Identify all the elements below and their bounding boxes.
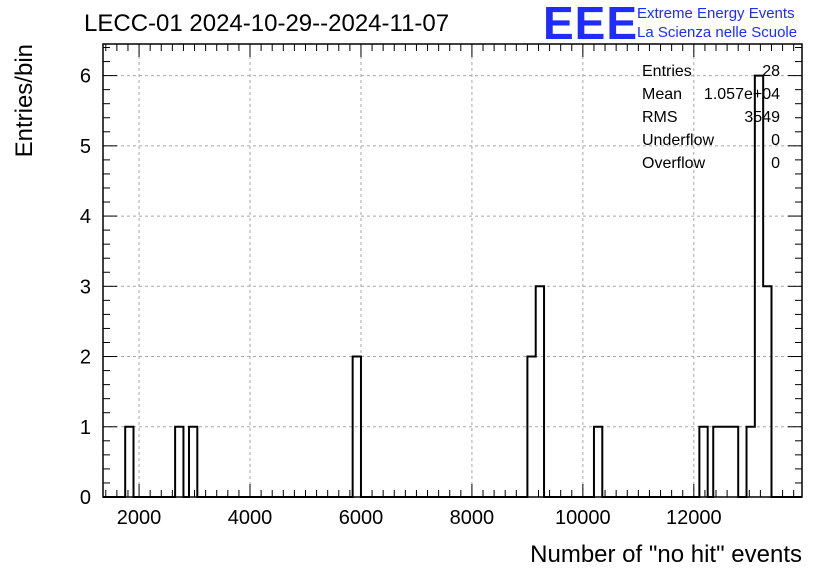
- x-axis-label: Number of "no hit" events: [530, 541, 802, 568]
- stats-row: Mean 1.057e+04: [642, 83, 780, 106]
- histogram-bin: [747, 427, 755, 497]
- stats-value: 0: [771, 155, 780, 172]
- y-tick-label: 2: [80, 347, 91, 369]
- logo-line-1: Extreme Energy Events: [637, 5, 795, 22]
- stats-label: RMS: [642, 109, 678, 126]
- stats-row: Underflow 0: [642, 129, 780, 152]
- stats-row: Entries 28: [642, 60, 780, 83]
- stats-box: Entries 28 Mean 1.057e+04 RMS 3549 Under…: [642, 60, 780, 175]
- histogram-bin: [175, 427, 183, 497]
- stats-label: Underflow: [642, 132, 715, 149]
- logo-line-2: La Scienza nelle Scuole: [637, 24, 798, 41]
- histogram-bin: [189, 427, 197, 497]
- chart-title: LECC-01 2024-10-29--2024-11-07: [84, 10, 450, 37]
- eee-logo-text: Extreme Energy Events La Scienza nelle S…: [637, 4, 797, 42]
- histogram-bin: [763, 286, 771, 497]
- x-tick-label: 4000: [228, 507, 273, 529]
- stats-row: Overflow 0: [642, 152, 780, 175]
- stats-label: Overflow: [642, 155, 706, 172]
- y-tick-label: 6: [80, 66, 91, 88]
- histogram-bin: [699, 427, 707, 497]
- stats-row: RMS 3549: [642, 106, 780, 129]
- stats-value: 3549: [744, 109, 780, 126]
- y-tick-label: 5: [80, 136, 91, 158]
- stats-value: 0: [771, 132, 780, 149]
- x-tick-label: 8000: [450, 507, 495, 529]
- histogram-bin: [730, 427, 738, 497]
- y-tick-label: 4: [80, 206, 91, 228]
- x-tick-label: 10000: [555, 507, 611, 529]
- plot-frame: [102, 43, 803, 498]
- y-tick-label: 0: [80, 487, 91, 509]
- stats-label: Entries: [642, 63, 692, 80]
- x-tick-label: 12000: [666, 507, 722, 529]
- histogram-bin: [536, 286, 544, 497]
- stats-label: Mean: [642, 86, 683, 103]
- histogram-bin: [722, 427, 730, 497]
- eee-logo: EEE: [543, 0, 639, 49]
- y-axis-label: Entries/bin: [11, 44, 38, 157]
- stats-value: 28: [762, 63, 780, 80]
- y-tick-label: 1: [80, 417, 91, 439]
- histogram-bin: [125, 427, 133, 497]
- stats-value: 1.057e+04: [703, 86, 780, 103]
- y-tick-label: 3: [80, 276, 91, 298]
- x-tick-label: 2000: [117, 507, 162, 529]
- histogram-bin: [713, 427, 721, 497]
- histogram-bin: [594, 427, 602, 497]
- x-tick-label: 6000: [339, 507, 384, 529]
